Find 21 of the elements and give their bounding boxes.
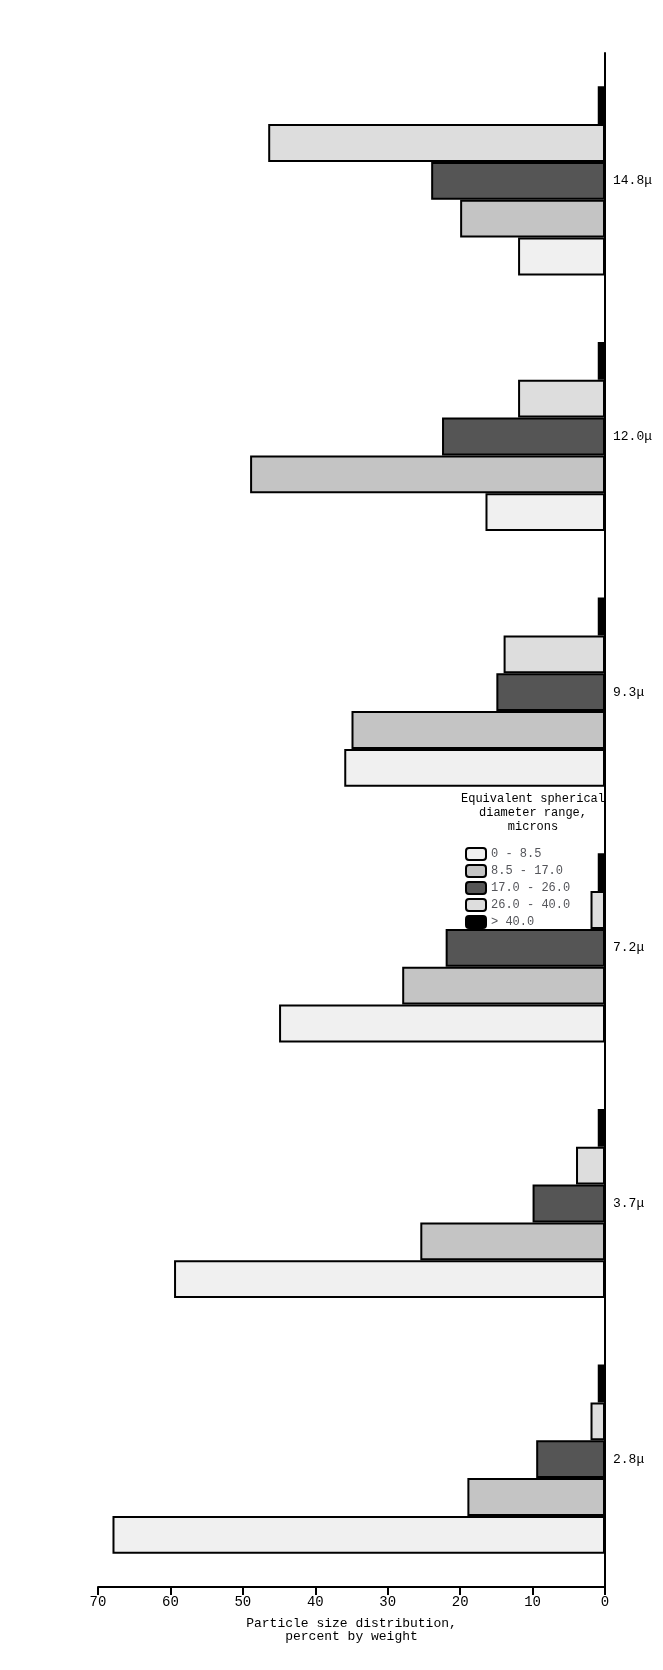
y-tick-label: 9.3μ xyxy=(612,684,645,700)
x-axis-title: Particle size distribution, percent by weight xyxy=(246,1616,457,1644)
x-tick-label: 0 xyxy=(600,1594,610,1610)
legend-label: 17.0 - 26.0 xyxy=(491,881,571,895)
y-tick-label: 14.8μ xyxy=(612,173,653,189)
legend-label: 0 - 8.5 xyxy=(491,847,542,861)
x-tick-label: 50 xyxy=(234,1594,252,1610)
legend-label: 8.5 - 17.0 xyxy=(491,864,564,878)
x-tick-label: 40 xyxy=(306,1594,324,1610)
x-tick-label: 10 xyxy=(524,1594,541,1610)
y-tick-label: 12.0μ xyxy=(612,429,653,444)
y-tick-label: 3.7μ xyxy=(612,1196,645,1211)
x-tick-label: 70 xyxy=(89,1594,107,1610)
x-tick-label: 20 xyxy=(451,1594,469,1610)
x-tick-label: 60 xyxy=(162,1594,179,1610)
legend-title: Equivalent spherical diameter range, microns xyxy=(460,792,606,834)
y-tick-label: 7.2μ xyxy=(612,940,645,956)
x-tick-label: 30 xyxy=(379,1594,397,1610)
legend-label: > 40.0 xyxy=(491,915,535,929)
y-tick-label: 2.8μ xyxy=(612,1451,645,1467)
legend-label: 26.0 - 40.0 xyxy=(491,898,571,912)
